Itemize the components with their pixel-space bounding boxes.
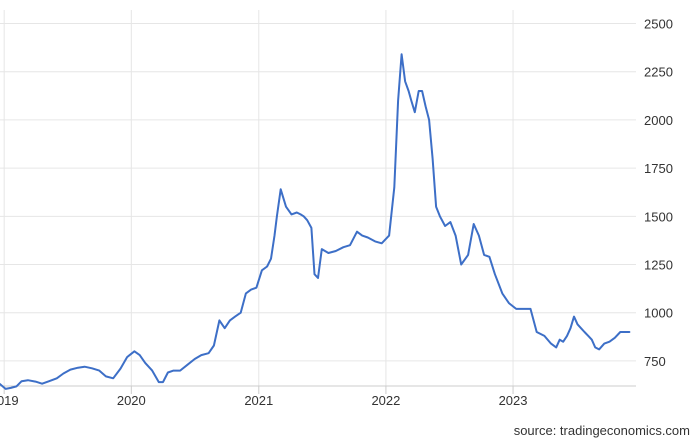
x-axis: 2019 2020 2021 2022 2023	[0, 385, 636, 408]
x-tick-label: 2023	[499, 393, 528, 408]
y-tick-label: 750	[644, 354, 666, 369]
y-tick-label: 1500	[644, 209, 673, 224]
x-tick-label: 2022	[371, 393, 400, 408]
x-tick-label: 2020	[117, 393, 146, 408]
y-tick-label: 2500	[644, 16, 673, 31]
x-tick-label: 2021	[244, 393, 273, 408]
series-line	[0, 53, 631, 390]
gridlines	[0, 10, 636, 386]
y-tick-label: 1750	[644, 161, 673, 176]
line-chart: 2019 2020 2021 2022 2023 750 1000 1250 1500 1750…	[0, 10, 673, 408]
y-tick-label: 2250	[644, 65, 673, 80]
y-tick-label: 1000	[644, 306, 673, 321]
series-layer	[0, 53, 631, 390]
x-tick-label: 2019	[0, 393, 19, 408]
y-tick-label: 2000	[644, 113, 673, 128]
source-note: source: tradingeconomics.com	[513, 423, 690, 438]
y-tick-label: 1250	[644, 258, 673, 273]
y-axis-labels: 750 1000 1250 1500 1750 2000 2250 2500	[644, 16, 673, 368]
